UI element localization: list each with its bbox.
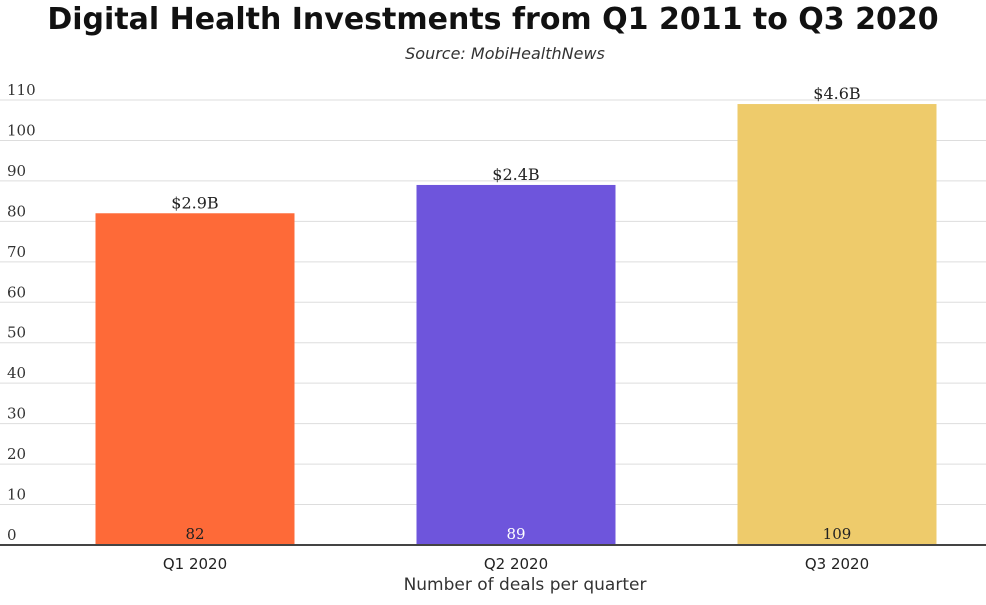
y-tick-label: 90 — [7, 162, 26, 180]
y-tick-label: 70 — [7, 243, 26, 261]
y-tick-label: 100 — [7, 121, 36, 139]
y-tick-label: 30 — [7, 405, 26, 423]
bar — [416, 184, 616, 546]
y-tick-label: 110 — [7, 81, 36, 99]
bar-value-label: $2.9B — [171, 193, 218, 212]
bar-value-label: $4.6B — [813, 84, 860, 103]
x-axis-label: Number of deals per quarter — [403, 575, 647, 595]
bars: $2.9B 82 $2.4B 89 $4.6B 109 — [95, 84, 937, 546]
bar-count-label: 89 — [506, 525, 525, 543]
bar-count-label: 82 — [185, 525, 204, 543]
y-tick-label: 80 — [7, 202, 26, 220]
y-tick-label: 0 — [7, 526, 17, 544]
chart-subtitle: Source: MobiHealthNews — [405, 44, 605, 63]
bar-count-label: 109 — [823, 525, 852, 543]
y-tick-label: 60 — [7, 283, 26, 301]
y-tick-label: 10 — [7, 486, 26, 504]
y-tick-label: 40 — [7, 364, 26, 382]
x-axis-ticks: Q1 2020 Q2 2020 Q3 2020 — [163, 555, 869, 573]
x-tick-label: Q2 2020 — [484, 555, 548, 573]
y-tick-label: 20 — [7, 445, 26, 463]
chart-title: Digital Health Investments from Q1 2011 … — [47, 2, 939, 37]
x-tick-label: Q3 2020 — [805, 555, 869, 573]
bar-value-label: $2.4B — [492, 165, 539, 184]
x-tick-label: Q1 2020 — [163, 555, 227, 573]
y-tick-label: 50 — [7, 324, 26, 342]
bar — [95, 213, 295, 546]
y-axis-ticks: 0 10 20 30 40 50 60 70 80 90 100 110 — [7, 81, 36, 544]
bar — [737, 104, 937, 545]
